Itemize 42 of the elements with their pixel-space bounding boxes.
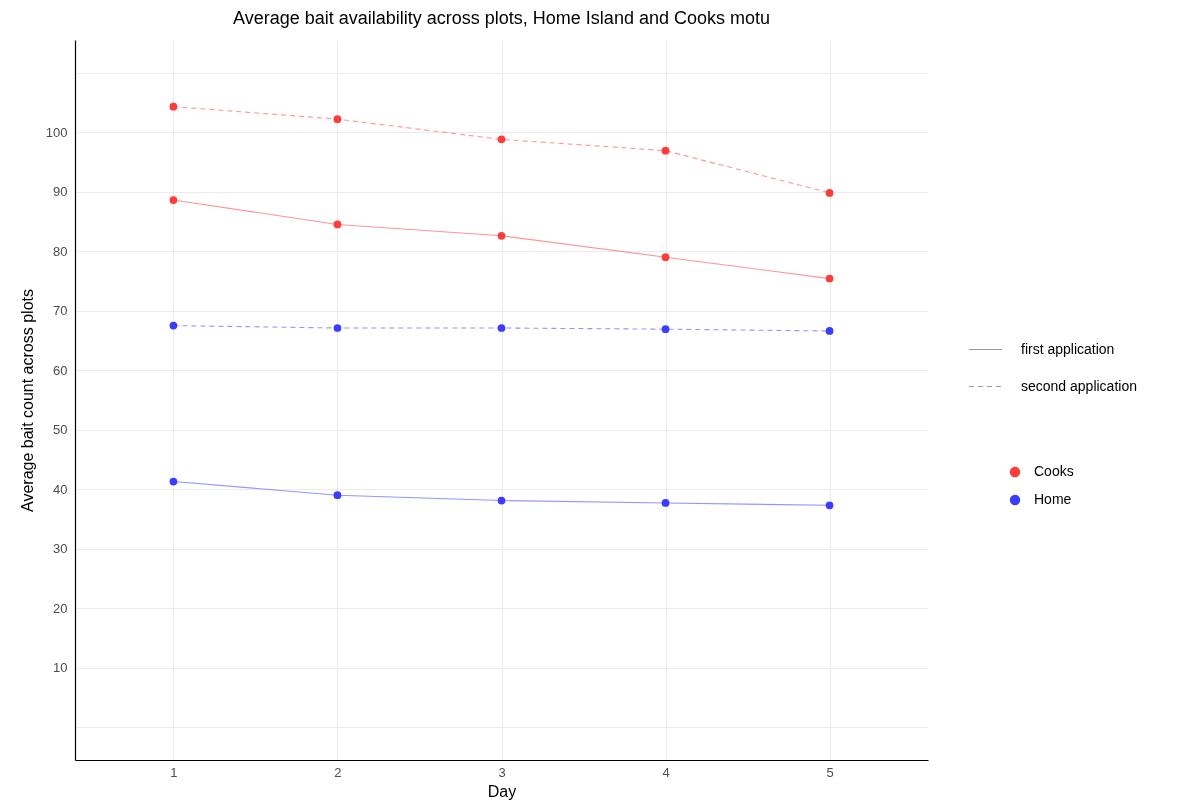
y-tick-label: 70: [53, 303, 68, 319]
point: [661, 253, 670, 262]
y-tick-label: 40: [53, 481, 68, 497]
point: [333, 324, 342, 332]
x-tick-label: 4: [662, 764, 670, 780]
y-tick-label: 30: [53, 541, 68, 557]
point: [825, 501, 834, 510]
y-axis-title: Average bait count across plots: [18, 289, 36, 512]
y-tick-label: 50: [53, 422, 68, 438]
text: second application: [1021, 377, 1137, 394]
y-tick-label: 90: [53, 184, 68, 200]
x-tick-label: 5: [826, 764, 834, 780]
point: [497, 324, 506, 332]
point: [497, 496, 506, 505]
point: [661, 499, 670, 507]
point: [497, 135, 506, 144]
point: [825, 327, 834, 335]
point: [497, 231, 506, 240]
y-tick-label: 20: [53, 600, 68, 616]
point: [169, 321, 178, 330]
x-axis-title: Day: [487, 782, 517, 800]
x-tick-label: 3: [498, 764, 506, 780]
x-tick-label: 1: [170, 764, 178, 780]
point: [169, 102, 178, 111]
point: [169, 477, 178, 486]
legend-label: Home: [1034, 491, 1072, 507]
point: [661, 146, 670, 155]
point: [661, 325, 670, 334]
chart-title: Average bait availability across plots, Home Island and Cooks motu: [233, 8, 770, 28]
y-tick-label: 10: [53, 660, 68, 676]
legend-label: Cooks: [1034, 463, 1074, 479]
y-tick-label: 80: [53, 243, 68, 259]
text: first application: [1021, 340, 1115, 357]
point: [333, 491, 342, 500]
point: [333, 220, 342, 229]
point: [825, 189, 834, 197]
y-tick-label: 60: [53, 362, 68, 378]
y-tick-label: 100: [45, 124, 68, 140]
point: [333, 115, 342, 124]
x-tick-label: 2: [334, 764, 342, 780]
point: [169, 196, 178, 204]
point: [825, 274, 834, 283]
